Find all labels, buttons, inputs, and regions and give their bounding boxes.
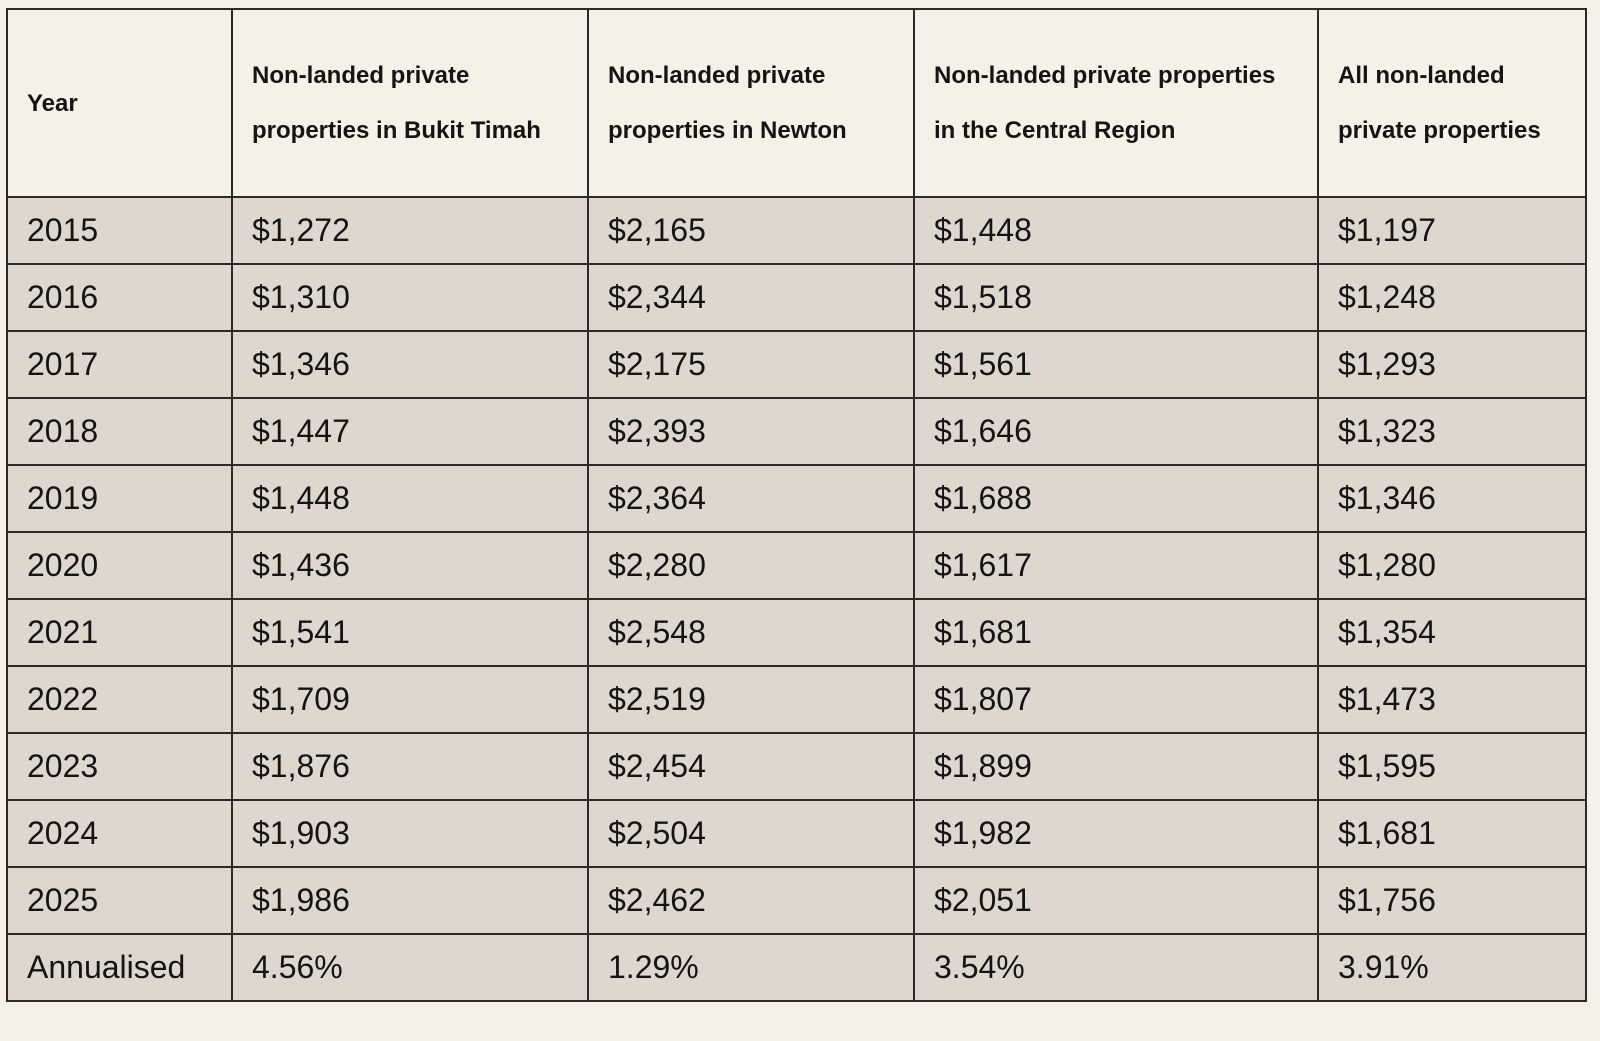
cell-all-non-landed: $1,756 bbox=[1317, 866, 1587, 935]
header-year: Year bbox=[6, 8, 233, 198]
cell-central-region: $1,448 bbox=[913, 196, 1319, 265]
cell-all-non-landed: $1,293 bbox=[1317, 330, 1587, 399]
table-row: 2023 $1,876 $2,454 $1,899 $1,595 bbox=[6, 732, 1587, 801]
cell-newton: $2,393 bbox=[587, 397, 915, 466]
cell-year: 2020 bbox=[6, 531, 233, 600]
header-bukit-timah: Non-landed private properties in Bukit T… bbox=[231, 8, 589, 198]
table-row: 2025 $1,986 $2,462 $2,051 $1,756 bbox=[6, 866, 1587, 935]
cell-year: 2025 bbox=[6, 866, 233, 935]
cell-central-region: $1,518 bbox=[913, 263, 1319, 332]
table-header: Year Non-landed private properties in Bu… bbox=[6, 8, 1587, 198]
cell-newton: $2,344 bbox=[587, 263, 915, 332]
table-row: 2019 $1,448 $2,364 $1,688 $1,346 bbox=[6, 464, 1587, 533]
cell-year: 2021 bbox=[6, 598, 233, 667]
table-row: 2017 $1,346 $2,175 $1,561 $1,293 bbox=[6, 330, 1587, 399]
cell-central-region: $1,807 bbox=[913, 665, 1319, 734]
cell-central-region: 3.54% bbox=[913, 933, 1319, 1002]
cell-bukit-timah: $1,272 bbox=[231, 196, 589, 265]
cell-central-region: $1,646 bbox=[913, 397, 1319, 466]
cell-all-non-landed: $1,346 bbox=[1317, 464, 1587, 533]
cell-bukit-timah: $1,346 bbox=[231, 330, 589, 399]
cell-year: 2015 bbox=[6, 196, 233, 265]
cell-central-region: $1,617 bbox=[913, 531, 1319, 600]
cell-all-non-landed: $1,323 bbox=[1317, 397, 1587, 466]
cell-bukit-timah: $1,448 bbox=[231, 464, 589, 533]
cell-newton: $2,175 bbox=[587, 330, 915, 399]
cell-all-non-landed: $1,197 bbox=[1317, 196, 1587, 265]
header-row: Year Non-landed private properties in Bu… bbox=[6, 8, 1587, 198]
cell-central-region: $1,899 bbox=[913, 732, 1319, 801]
cell-year: 2017 bbox=[6, 330, 233, 399]
header-all-non-landed: All non-landed private properties bbox=[1317, 8, 1587, 198]
cell-year: 2018 bbox=[6, 397, 233, 466]
cell-newton: $2,165 bbox=[587, 196, 915, 265]
cell-year: 2023 bbox=[6, 732, 233, 801]
cell-all-non-landed: $1,280 bbox=[1317, 531, 1587, 600]
cell-newton: $2,462 bbox=[587, 866, 915, 935]
cell-central-region: $1,688 bbox=[913, 464, 1319, 533]
cell-bukit-timah: $1,876 bbox=[231, 732, 589, 801]
table-row: 2016 $1,310 $2,344 $1,518 $1,248 bbox=[6, 263, 1587, 332]
header-central-region: Non-landed private properties in the Cen… bbox=[913, 8, 1319, 198]
cell-central-region: $1,681 bbox=[913, 598, 1319, 667]
cell-year: 2024 bbox=[6, 799, 233, 868]
cell-bukit-timah: 4.56% bbox=[231, 933, 589, 1002]
table-row: 2015 $1,272 $2,165 $1,448 $1,197 bbox=[6, 196, 1587, 265]
cell-bukit-timah: $1,541 bbox=[231, 598, 589, 667]
table-row: 2020 $1,436 $2,280 $1,617 $1,280 bbox=[6, 531, 1587, 600]
price-table: Year Non-landed private properties in Bu… bbox=[6, 8, 1587, 1002]
table-row: 2021 $1,541 $2,548 $1,681 $1,354 bbox=[6, 598, 1587, 667]
cell-all-non-landed: $1,681 bbox=[1317, 799, 1587, 868]
cell-newton: $2,519 bbox=[587, 665, 915, 734]
cell-newton: $2,364 bbox=[587, 464, 915, 533]
cell-central-region: $2,051 bbox=[913, 866, 1319, 935]
cell-bukit-timah: $1,709 bbox=[231, 665, 589, 734]
cell-all-non-landed: $1,595 bbox=[1317, 732, 1587, 801]
cell-year: 2019 bbox=[6, 464, 233, 533]
cell-newton: $2,280 bbox=[587, 531, 915, 600]
cell-bukit-timah: $1,447 bbox=[231, 397, 589, 466]
cell-newton: $2,454 bbox=[587, 732, 915, 801]
cell-bukit-timah: $1,436 bbox=[231, 531, 589, 600]
cell-year: 2022 bbox=[6, 665, 233, 734]
cell-all-non-landed: $1,354 bbox=[1317, 598, 1587, 667]
cell-all-non-landed: $1,248 bbox=[1317, 263, 1587, 332]
cell-central-region: $1,982 bbox=[913, 799, 1319, 868]
cell-all-non-landed: $1,473 bbox=[1317, 665, 1587, 734]
cell-newton: $2,548 bbox=[587, 598, 915, 667]
table-row: 2022 $1,709 $2,519 $1,807 $1,473 bbox=[6, 665, 1587, 734]
cell-all-non-landed: 3.91% bbox=[1317, 933, 1587, 1002]
table-row: Annualised 4.56% 1.29% 3.54% 3.91% bbox=[6, 933, 1587, 1002]
cell-year: 2016 bbox=[6, 263, 233, 332]
cell-newton: $2,504 bbox=[587, 799, 915, 868]
table-row: 2024 $1,903 $2,504 $1,982 $1,681 bbox=[6, 799, 1587, 868]
cell-central-region: $1,561 bbox=[913, 330, 1319, 399]
header-newton: Non-landed private properties in Newton bbox=[587, 8, 915, 198]
cell-bukit-timah: $1,986 bbox=[231, 866, 589, 935]
table-row: 2018 $1,447 $2,393 $1,646 $1,323 bbox=[6, 397, 1587, 466]
cell-newton: 1.29% bbox=[587, 933, 915, 1002]
table-body: 2015 $1,272 $2,165 $1,448 $1,197 2016 $1,310 $2… bbox=[6, 196, 1587, 1002]
cell-year: Annualised bbox=[6, 933, 233, 1002]
cell-bukit-timah: $1,310 bbox=[231, 263, 589, 332]
cell-bukit-timah: $1,903 bbox=[231, 799, 589, 868]
